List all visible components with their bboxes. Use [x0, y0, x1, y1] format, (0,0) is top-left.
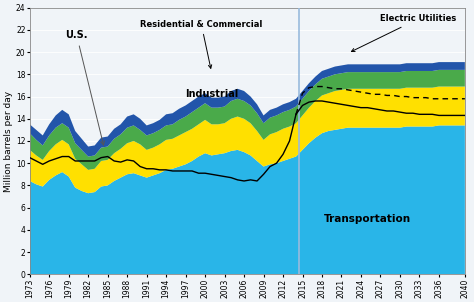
Text: Transportation: Transportation	[324, 214, 411, 224]
Text: Electric Utilities: Electric Utilities	[351, 14, 456, 52]
Y-axis label: Million barrels per day: Million barrels per day	[4, 90, 13, 191]
Text: Industrial: Industrial	[185, 89, 238, 99]
Text: Residential & Commercial: Residential & Commercial	[140, 20, 263, 68]
Text: U.S.: U.S.	[65, 31, 104, 145]
